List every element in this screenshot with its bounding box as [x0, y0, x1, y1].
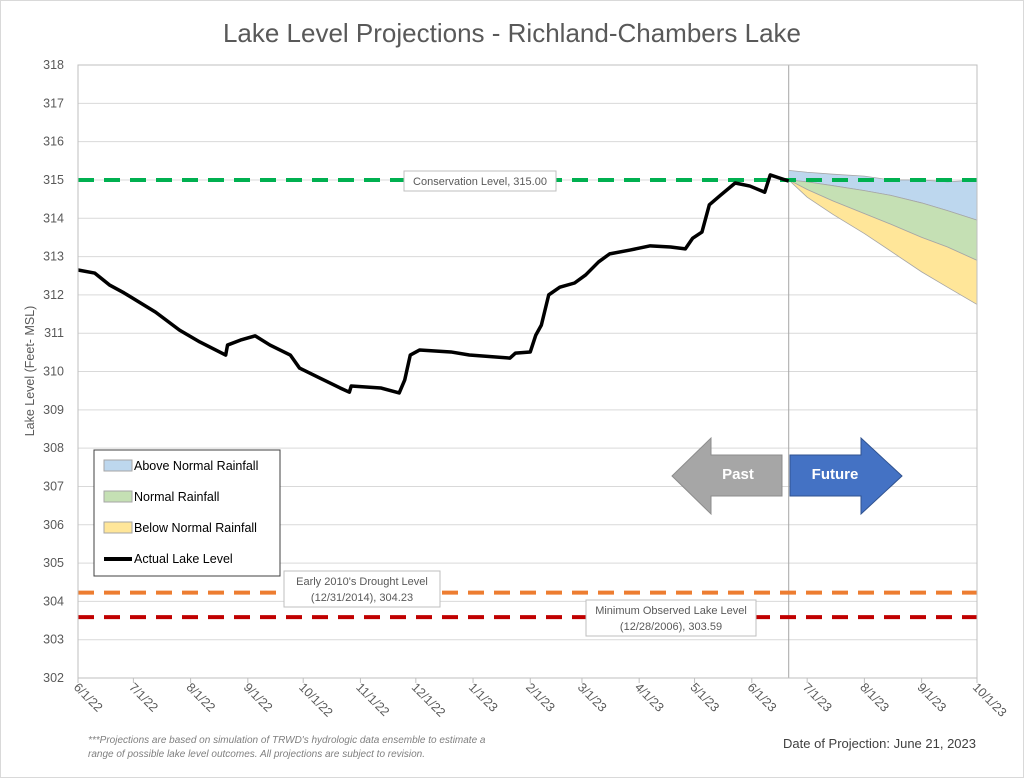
minimum-callout: Minimum Observed Lake Level (12/28/2006)… — [585, 599, 757, 637]
legend-label-below-normal: Below Normal Rainfall — [134, 521, 257, 535]
past-label: Past — [722, 466, 754, 483]
y-tick-label: 314 — [43, 211, 64, 225]
y-tick-label: 305 — [43, 556, 64, 570]
future-arrow: Future — [789, 436, 903, 516]
legend: Above Normal Rainfall Normal Rainfall Be… — [93, 449, 281, 577]
footnote-line-1: ***Projections are based on simulation o… — [88, 735, 486, 746]
legend-swatch-below-normal — [103, 521, 133, 534]
y-tick-label: 312 — [43, 288, 64, 302]
y-tick-label: 308 — [43, 441, 64, 455]
svg-text:Early 2010's Drought Level: Early 2010's Drought Level — [296, 576, 428, 588]
conservation-callout: Conservation Level, 315.00 — [403, 170, 557, 192]
svg-text:Minimum Observed Lake Level: Minimum Observed Lake Level — [595, 605, 747, 617]
y-tick-label: 304 — [43, 594, 64, 608]
y-tick-label: 311 — [44, 326, 64, 340]
y-tick-label: 302 — [43, 671, 64, 685]
y-tick-label: 310 — [43, 365, 64, 379]
legend-label-normal: Normal Rainfall — [134, 490, 219, 504]
actual-lake-level-line — [77, 173, 790, 395]
y-tick-label: 309 — [43, 403, 64, 417]
past-arrow: Past — [671, 436, 783, 516]
drought-callout: Early 2010's Drought Level (12/31/2014),… — [283, 570, 441, 608]
y-tick-label: 313 — [43, 250, 64, 264]
y-tick-label: 306 — [43, 518, 64, 532]
svg-text:(12/31/2014), 304.23: (12/31/2014), 304.23 — [311, 592, 413, 604]
chart-title: Lake Level Projections - Richland-Chambe… — [223, 18, 801, 48]
y-tick-label: 316 — [43, 135, 64, 149]
footnote-line-2: range of possible lake level outcomes. A… — [88, 749, 425, 760]
svg-text:Conservation Level, 315.00: Conservation Level, 315.00 — [413, 176, 547, 188]
future-label: Future — [812, 466, 859, 483]
svg-text:(12/28/2006), 303.59: (12/28/2006), 303.59 — [620, 621, 722, 633]
plot-area-border — [77, 64, 978, 679]
legend-swatch-normal — [103, 490, 133, 503]
y-tick-label: 317 — [43, 96, 64, 110]
date-of-projection: Date of Projection: June 21, 2023 — [783, 736, 976, 751]
legend-label-above-normal: Above Normal Rainfall — [134, 459, 258, 473]
y-tick-label: 318 — [43, 58, 64, 72]
y-tick-label: 307 — [43, 479, 64, 493]
y-tick-label: 315 — [43, 173, 64, 187]
legend-label-actual: Actual Lake Level — [134, 552, 233, 566]
legend-swatch-above-normal — [103, 459, 133, 472]
y-axis-label: Lake Level (Feet- MSL) — [23, 306, 37, 437]
y-tick-label: 303 — [43, 633, 64, 647]
